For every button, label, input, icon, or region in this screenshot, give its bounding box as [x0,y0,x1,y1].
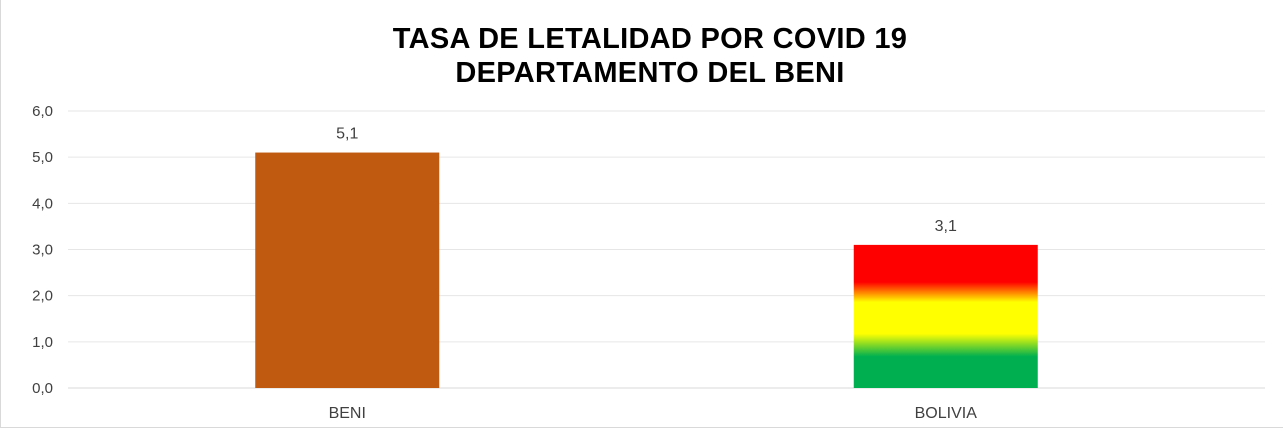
y-tick-label: 2,0 [32,288,53,305]
y-tick-label: 4,0 [32,195,53,212]
y-tick-label: 6,0 [32,103,53,120]
category-label: BOLIVIA [915,405,978,422]
chart-title-line2: DEPARTAMENTO DEL BENI [455,57,845,89]
y-tick-label: 3,0 [32,242,53,259]
data-labels: 5,1 3,1 [336,126,957,235]
data-label: 5,1 [336,126,358,143]
chart-title: TASA DE LETALIDAD POR COVID 19 DEPARTAME… [0,22,1285,90]
y-tick-label: 5,0 [32,149,53,166]
data-label: 3,1 [935,218,957,235]
bar-bolivia [853,244,1038,388]
gridlines [68,110,1265,389]
bar-beni [255,152,440,388]
x-axis-category-labels: BENI BOLIVIA [329,405,978,422]
bars [255,152,1038,388]
category-label: BENI [329,405,366,422]
chart-title-line1: TASA DE LETALIDAD POR COVID 19 [392,23,908,55]
y-tick-label: 1,0 [32,334,53,351]
y-tick-label: 0,0 [32,380,53,397]
y-axis-tick-labels: 0,0 1,0 2,0 3,0 4,0 5,0 6,0 [32,103,53,397]
